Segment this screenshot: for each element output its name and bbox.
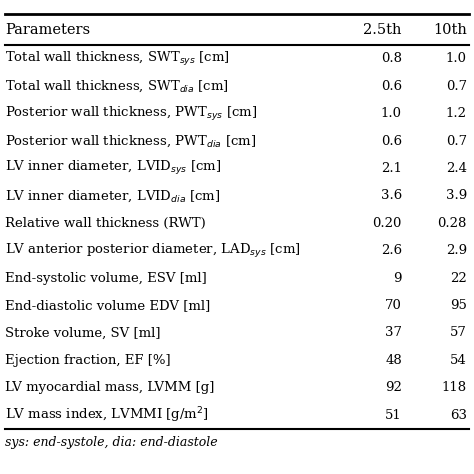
Text: 2.9: 2.9: [446, 244, 467, 257]
Text: 22: 22: [450, 272, 467, 284]
Text: Relative wall thickness (RWT): Relative wall thickness (RWT): [5, 217, 206, 230]
Text: 118: 118: [442, 382, 467, 394]
Text: 0.7: 0.7: [446, 135, 467, 147]
Text: 2.5th: 2.5th: [364, 23, 402, 36]
Text: 0.20: 0.20: [373, 217, 402, 230]
Text: Posterior wall thickness, PWT$_{dia}$ [cm]: Posterior wall thickness, PWT$_{dia}$ [c…: [5, 133, 256, 149]
Text: 51: 51: [385, 409, 402, 422]
Text: 2.6: 2.6: [381, 244, 402, 257]
Text: sys: end-systole, dia: end-diastole: sys: end-systole, dia: end-diastole: [5, 436, 218, 448]
Text: Total wall thickness, SWT$_{dia}$ [cm]: Total wall thickness, SWT$_{dia}$ [cm]: [5, 78, 228, 94]
Text: 48: 48: [385, 354, 402, 367]
Text: Ejection fraction, EF [%]: Ejection fraction, EF [%]: [5, 354, 170, 367]
Text: 0.7: 0.7: [446, 80, 467, 92]
Text: Parameters: Parameters: [5, 23, 90, 36]
Text: LV inner diameter, LVID$_{sys}$ [cm]: LV inner diameter, LVID$_{sys}$ [cm]: [5, 159, 221, 177]
Text: LV mass index, LVMMI [g/m$^{2}$]: LV mass index, LVMMI [g/m$^{2}$]: [5, 405, 209, 425]
Text: 54: 54: [450, 354, 467, 367]
Text: 10th: 10th: [433, 23, 467, 36]
Text: 70: 70: [385, 299, 402, 312]
Text: Stroke volume, SV [ml]: Stroke volume, SV [ml]: [5, 327, 160, 339]
Text: End-systolic volume, ESV [ml]: End-systolic volume, ESV [ml]: [5, 272, 207, 284]
Text: 63: 63: [450, 409, 467, 422]
Text: Total wall thickness, SWT$_{sys}$ [cm]: Total wall thickness, SWT$_{sys}$ [cm]: [5, 50, 229, 68]
Text: 3.9: 3.9: [446, 190, 467, 202]
Text: 0.6: 0.6: [381, 80, 402, 92]
Text: LV anterior posterior diameter, LAD$_{sys}$ [cm]: LV anterior posterior diameter, LAD$_{sy…: [5, 242, 301, 260]
Text: 0.28: 0.28: [438, 217, 467, 230]
Text: 0.6: 0.6: [381, 135, 402, 147]
Text: End-diastolic volume EDV [ml]: End-diastolic volume EDV [ml]: [5, 299, 210, 312]
Text: 92: 92: [385, 382, 402, 394]
Text: LV myocardial mass, LVMM [g]: LV myocardial mass, LVMM [g]: [5, 382, 214, 394]
Text: 9: 9: [393, 272, 402, 284]
Text: Posterior wall thickness, PWT$_{sys}$ [cm]: Posterior wall thickness, PWT$_{sys}$ [c…: [5, 105, 257, 123]
Text: 37: 37: [385, 327, 402, 339]
Text: 2.4: 2.4: [446, 162, 467, 175]
Text: 95: 95: [450, 299, 467, 312]
Text: 2.1: 2.1: [381, 162, 402, 175]
Text: 0.8: 0.8: [381, 52, 402, 65]
Text: 57: 57: [450, 327, 467, 339]
Text: 3.6: 3.6: [381, 190, 402, 202]
Text: 1.0: 1.0: [381, 107, 402, 120]
Text: LV inner diameter, LVID$_{dia}$ [cm]: LV inner diameter, LVID$_{dia}$ [cm]: [5, 188, 220, 204]
Text: 1.2: 1.2: [446, 107, 467, 120]
Text: 1.0: 1.0: [446, 52, 467, 65]
